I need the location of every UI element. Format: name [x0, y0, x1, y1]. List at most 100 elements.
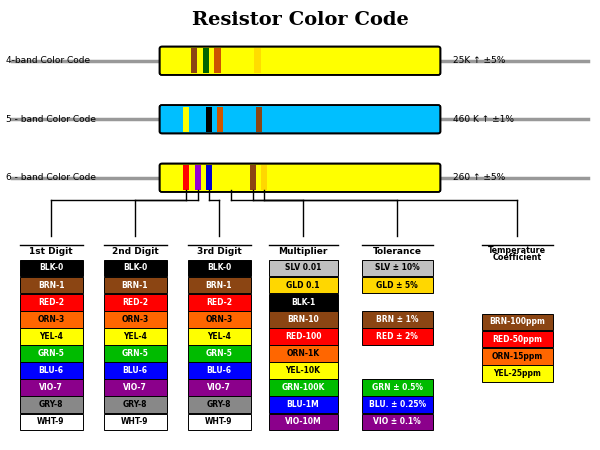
Bar — [20, 260, 83, 276]
Text: Temperature: Temperature — [488, 246, 546, 255]
Text: BLU-6: BLU-6 — [122, 366, 148, 375]
Bar — [206, 166, 212, 190]
Text: BRN-1: BRN-1 — [206, 281, 232, 290]
Text: GRN-5: GRN-5 — [38, 349, 64, 358]
Bar — [20, 379, 83, 396]
Text: Coefficient: Coefficient — [493, 253, 542, 262]
Text: Resistor Color Code: Resistor Color Code — [191, 11, 409, 29]
Text: VIO ± 0.1%: VIO ± 0.1% — [373, 418, 421, 426]
Text: WHT-9: WHT-9 — [121, 418, 149, 426]
Text: RED ± 2%: RED ± 2% — [376, 332, 418, 341]
Text: GLD ± 5%: GLD ± 5% — [376, 281, 418, 290]
Bar — [269, 362, 337, 379]
Bar — [187, 311, 251, 328]
Bar — [482, 365, 553, 382]
Text: SLV 0.01: SLV 0.01 — [285, 263, 321, 272]
Bar — [217, 107, 223, 131]
Bar — [104, 362, 167, 379]
Text: 5 - band Color Code: 5 - band Color Code — [6, 115, 96, 124]
Text: 25K ↑ ±5%: 25K ↑ ±5% — [453, 56, 505, 65]
Bar — [187, 260, 251, 276]
Bar — [104, 396, 167, 413]
Text: 3rd Digit: 3rd Digit — [197, 247, 241, 256]
Text: Multiplier: Multiplier — [278, 247, 328, 256]
Bar — [261, 166, 267, 190]
Text: RED-50ppm: RED-50ppm — [492, 335, 542, 344]
Text: BLK-0: BLK-0 — [207, 263, 231, 272]
Bar — [269, 294, 337, 310]
Text: BLK-0: BLK-0 — [123, 263, 147, 272]
Text: YEL-4: YEL-4 — [39, 332, 63, 341]
Text: ORN-3: ORN-3 — [37, 315, 65, 324]
Bar — [187, 396, 251, 413]
Bar — [104, 311, 167, 328]
Text: BRN-10: BRN-10 — [287, 315, 319, 324]
Text: BLU-6: BLU-6 — [206, 366, 232, 375]
Bar — [362, 260, 433, 276]
Text: SLV ± 10%: SLV ± 10% — [375, 263, 419, 272]
Text: GRN-5: GRN-5 — [122, 349, 148, 358]
Bar — [269, 277, 337, 293]
Bar — [250, 166, 256, 190]
Bar — [20, 294, 83, 310]
Bar — [194, 166, 200, 190]
Text: GLD 0.1: GLD 0.1 — [286, 281, 320, 290]
Text: 2nd Digit: 2nd Digit — [112, 247, 158, 256]
Bar — [482, 314, 553, 330]
Text: RED-2: RED-2 — [122, 298, 148, 306]
Bar — [187, 294, 251, 310]
Text: BRN-1: BRN-1 — [122, 281, 148, 290]
Bar — [104, 260, 167, 276]
Bar — [256, 107, 262, 131]
Bar — [182, 166, 189, 190]
Text: BLK-1: BLK-1 — [291, 298, 315, 306]
Bar — [269, 379, 337, 396]
Text: ORN-3: ORN-3 — [205, 315, 233, 324]
Bar — [104, 379, 167, 396]
Bar — [104, 294, 167, 310]
Bar — [269, 345, 337, 362]
Bar — [269, 311, 337, 328]
Bar — [269, 328, 337, 345]
Text: VIO-10M: VIO-10M — [284, 418, 322, 426]
Bar — [362, 277, 433, 293]
Text: YEL-4: YEL-4 — [123, 332, 147, 341]
Bar — [269, 260, 337, 276]
Text: GRN-5: GRN-5 — [206, 349, 232, 358]
Bar — [362, 328, 433, 345]
Text: VIO-7: VIO-7 — [207, 383, 231, 392]
Text: BLU. ± 0.25%: BLU. ± 0.25% — [368, 400, 426, 410]
Bar — [20, 396, 83, 413]
Text: GRY-8: GRY-8 — [39, 400, 63, 410]
Bar — [20, 311, 83, 328]
FancyBboxPatch shape — [160, 105, 440, 133]
Text: GRY-8: GRY-8 — [123, 400, 147, 410]
Bar — [195, 107, 201, 131]
Text: RED-2: RED-2 — [206, 298, 232, 306]
Text: 460 K ↑ ±1%: 460 K ↑ ±1% — [453, 115, 514, 124]
Bar — [254, 49, 260, 73]
Bar — [187, 379, 251, 396]
Bar — [191, 49, 197, 73]
Bar — [482, 331, 553, 347]
Bar — [182, 107, 189, 131]
Text: 1st Digit: 1st Digit — [29, 247, 73, 256]
Bar — [482, 348, 553, 365]
Bar — [187, 362, 251, 379]
Bar — [187, 328, 251, 345]
Text: GRY-8: GRY-8 — [207, 400, 231, 410]
Text: VIO-7: VIO-7 — [123, 383, 147, 392]
Bar — [362, 311, 433, 328]
Text: 260 ↑ ±5%: 260 ↑ ±5% — [453, 173, 505, 182]
Bar — [187, 277, 251, 293]
Text: ORN-3: ORN-3 — [121, 315, 149, 324]
Bar — [269, 396, 337, 413]
Bar — [104, 328, 167, 345]
Text: BRN-1: BRN-1 — [38, 281, 64, 290]
Text: YEL-4: YEL-4 — [207, 332, 231, 341]
FancyBboxPatch shape — [160, 46, 440, 75]
Bar — [20, 414, 83, 430]
Text: RED-2: RED-2 — [38, 298, 64, 306]
Text: BLK-0: BLK-0 — [39, 263, 63, 272]
Text: ORN-15ppm: ORN-15ppm — [491, 352, 543, 361]
